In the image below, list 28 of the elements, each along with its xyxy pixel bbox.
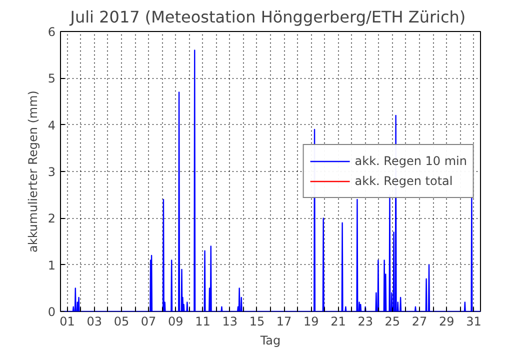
- y-tick-label: 0: [48, 305, 56, 319]
- x-tick-label: 07: [140, 314, 156, 328]
- x-tick-label: 29: [438, 314, 454, 328]
- x-tick-label: 11: [195, 314, 210, 328]
- x-tick-label: 25: [384, 314, 400, 328]
- y-tick-label: 4: [48, 118, 56, 132]
- y-axis-title: akkumulierter Regen (mm): [26, 90, 40, 252]
- x-tick-label: 03: [86, 314, 102, 328]
- x-tick-label: 17: [276, 314, 292, 328]
- y-tick-label: 5: [48, 72, 56, 86]
- x-tick-label: 31: [466, 314, 482, 328]
- legend-label: akk. Regen 10 min: [354, 154, 467, 168]
- x-tick-label: 21: [330, 314, 346, 328]
- y-tick-label: 3: [48, 165, 56, 179]
- x-axis-title: Tag: [259, 334, 281, 348]
- x-tick-label: 13: [222, 314, 238, 328]
- y-tick-label: 2: [48, 212, 56, 226]
- y-tick-label: 6: [48, 25, 56, 39]
- legend-label: akk. Regen total: [354, 174, 453, 188]
- x-tick-label: 09: [168, 314, 184, 328]
- x-tick-label: 01: [60, 314, 75, 328]
- y-tick-label: 1: [48, 258, 56, 272]
- chart-title: Juli 2017 (Meteostation Hönggerberg/ETH Zürich): [69, 8, 466, 26]
- x-tick-label: 19: [304, 314, 319, 328]
- x-tick-label: 27: [412, 314, 428, 328]
- x-tick-label: 15: [249, 314, 265, 328]
- x-tick-label: 23: [358, 314, 373, 328]
- x-tick-label: 05: [114, 314, 130, 328]
